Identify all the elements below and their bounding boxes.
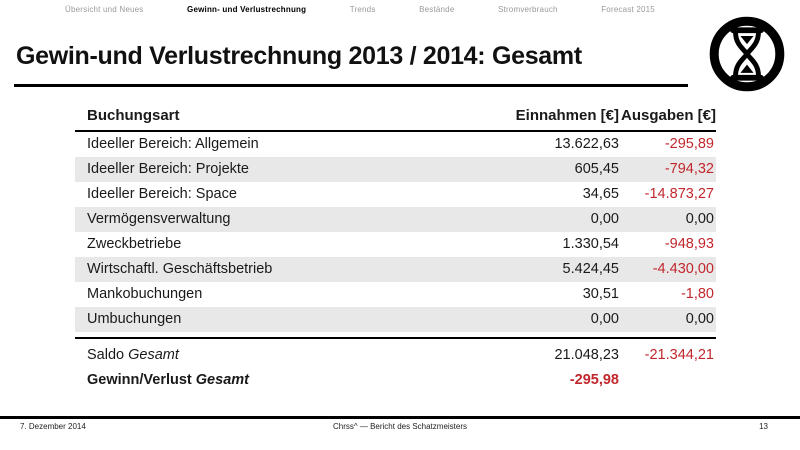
row-einnahmen: 1.330,54 [562,236,619,252]
row-label: Ideeller Bereich: Projekte [87,161,249,177]
row-einnahmen: 5.424,45 [562,261,619,277]
row-label: Zweckbetriebe [87,236,182,252]
row-ausgaben: -794,32 [664,161,714,177]
row-ausgaben: -948,93 [664,236,714,252]
col-header-einnahmen: Einnahmen [€] [515,107,619,124]
col-header-buchungsart: Buchungsart [87,107,180,124]
row-label: Ideeller Bereich: Allgemein [87,136,259,152]
row-einnahmen: 0,00 [590,311,619,327]
nav-item-forecast-2015[interactable]: Forecast 2015 [601,5,655,14]
row-label: Umbuchungen [87,311,182,327]
table-row: Ideeller Bereich: Space 34,65 -14.873,27 [75,182,716,207]
row-label: Vermögensverwaltung [87,211,231,227]
table-row: Ideeller Bereich: Projekte 605,45 -794,3… [75,157,716,182]
gewinn-verlust-einnahmen: -295,98 [569,372,619,388]
row-einnahmen: 0,00 [590,211,619,227]
table-row: Vermögensverwaltung 0,00 0,00 [75,207,716,232]
row-ausgaben: 0,00 [685,311,714,327]
row-ausgaben: -1,80 [680,286,714,302]
footer-date: 7. Dezember 2014 [20,422,86,431]
pnl-table: Buchungsart Einnahmen [€] Ausgaben [€] I… [75,102,716,393]
table-row: Mankobuchungen 30,51 -1,80 [75,282,716,307]
gewinn-verlust-row: Gewinn/Verlust Gesamt -295,98 [75,368,716,393]
row-ausgaben: -4.430,00 [652,261,714,277]
table-row: Wirtschaftl. Geschäftsbetrieb 5.424,45 -… [75,257,716,282]
section-nav: Übersicht und Neues Gewinn- und Verlustr… [65,5,655,14]
page-title: Gewin-und Verlustrechnung 2013 / 2014: G… [16,42,582,70]
gewinn-verlust-label: Gewinn/Verlust Gesamt [87,372,249,388]
saldo-row: Saldo Gesamt 21.048,23 -21.344,21 [75,343,716,368]
footer-page-number: 13 [759,422,768,431]
footer-author-title: Chrss^ — Bericht des Schatzmeisters [332,422,467,431]
header-rule [75,130,716,132]
table-row: Ideeller Bereich: Allgemein 13.622,63 -2… [75,132,716,157]
saldo-einnahmen: 21.048,23 [554,347,619,363]
nav-item-gewinn-verlustrechnung[interactable]: Gewinn- und Verlustrechnung [187,5,307,14]
col-header-ausgaben: Ausgaben [€] [621,107,717,124]
nav-item-trends[interactable]: Trends [349,5,376,14]
table-header-row: Buchungsart Einnahmen [€] Ausgaben [€] [75,102,716,130]
table-row: Zweckbetriebe 1.330,54 -948,93 [75,232,716,257]
row-einnahmen: 30,51 [582,286,619,302]
row-ausgaben: 0,00 [685,211,714,227]
row-label: Ideeller Bereich: Space [87,186,237,202]
title-underline [14,84,688,87]
nav-item-stromverbrauch[interactable]: Stromverbrauch [497,5,558,14]
nav-item-bestaende[interactable]: Bestände [419,5,455,14]
row-label: Wirtschaftl. Geschäftsbetrieb [87,261,273,277]
row-einnahmen: 13.622,63 [554,136,619,152]
nav-item-uebersicht[interactable]: Übersicht und Neues [65,5,144,14]
row-ausgaben: -295,89 [664,136,714,152]
saldo-ausgaben: -21.344,21 [644,347,714,363]
row-einnahmen: 605,45 [574,161,619,177]
hourglass-logo [703,13,791,95]
saldo-label: Saldo Gesamt [87,347,179,363]
row-ausgaben: -14.873,27 [644,186,714,202]
row-einnahmen: 34,65 [582,186,619,202]
summary-rule [75,337,716,339]
footer: 7. Dezember 2014 Chrss^ — Bericht des Sc… [0,422,800,438]
footer-rule [0,416,800,419]
row-label: Mankobuchungen [87,286,203,302]
table-row: Umbuchungen 0,00 0,00 [75,307,716,332]
hourglass-icon [709,16,785,92]
